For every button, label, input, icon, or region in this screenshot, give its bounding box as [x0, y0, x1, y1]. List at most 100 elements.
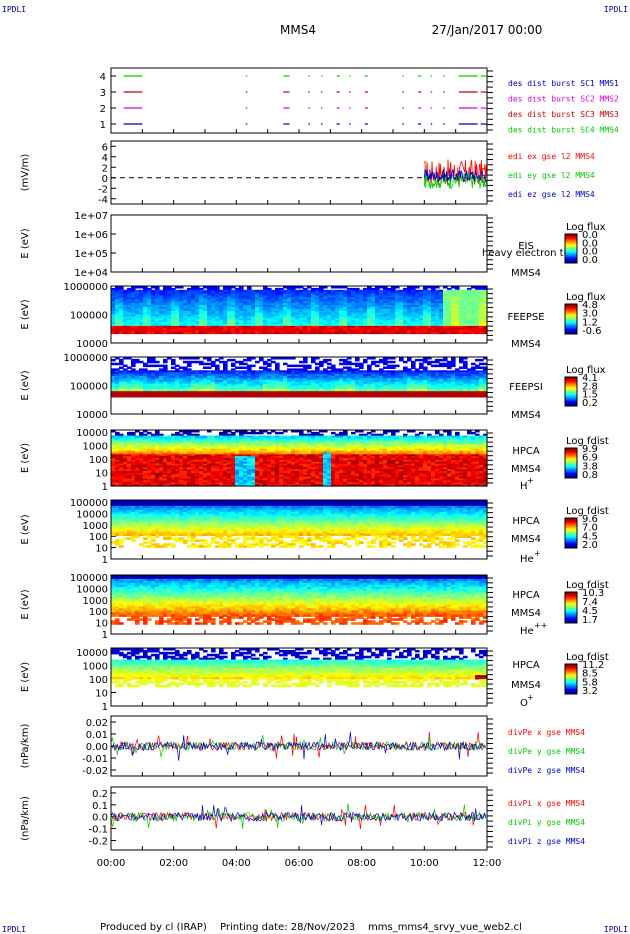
heatmap-cell	[431, 331, 436, 335]
heatmap-cell	[387, 377, 392, 381]
feepsi-tick-label: 100000	[70, 382, 108, 393]
heatmap-cell	[147, 472, 152, 476]
heatmap-cell	[191, 357, 196, 360]
heatmap-cell	[183, 316, 188, 319]
heatmap-cell	[447, 329, 452, 333]
feepsi-colorbar-cell	[565, 379, 577, 382]
heatmap-cell	[195, 308, 200, 312]
heatmap-cell	[211, 364, 216, 368]
heatmap-cell	[375, 299, 380, 302]
heatmap-cell	[303, 389, 308, 392]
heatmap-cell	[295, 374, 300, 377]
heatmap-cell	[327, 314, 332, 317]
heatmap-cell	[243, 389, 248, 392]
heatmap-cell	[283, 325, 288, 329]
edi-tick-label: 2	[102, 163, 108, 174]
heatmap-cell	[111, 393, 116, 396]
heatmap-cell	[463, 318, 468, 321]
heatmap-cell	[367, 286, 372, 289]
heatmap-cell	[163, 358, 168, 362]
heatmap-cell	[179, 379, 184, 383]
heatmap-cell	[175, 377, 180, 381]
heatmap-cell	[203, 310, 208, 314]
heatmap-cell	[355, 331, 360, 335]
heatmap-cell	[355, 324, 360, 327]
heatmap-cell	[479, 376, 484, 379]
heatmap-cell	[395, 308, 400, 312]
heatmap-cell	[279, 299, 284, 302]
heatmap-cell	[175, 314, 180, 317]
heatmap-cell	[175, 437, 180, 440]
heatmap-cell	[191, 376, 196, 379]
heatmap-cell	[451, 393, 456, 396]
heatmap-cell	[163, 443, 168, 446]
heatmap-cell	[303, 306, 308, 310]
heatmap-cell	[303, 308, 308, 312]
heatmap-cell	[439, 377, 444, 381]
heatmap-cell	[175, 372, 180, 375]
heatmap-cell	[339, 310, 344, 314]
heatmap-cell	[239, 395, 244, 398]
heatmap-cell	[223, 325, 228, 329]
heatmap-cell	[459, 381, 464, 385]
heatmap-cell	[399, 308, 404, 312]
heatmap-cell	[167, 372, 172, 375]
heatmap-cell	[439, 297, 444, 300]
heatmap-cell	[119, 385, 124, 388]
heatmap-cell	[199, 372, 204, 375]
feepse-colorbar-cell	[565, 327, 577, 330]
heatmap-cell	[319, 376, 324, 379]
heatmap-cell	[251, 297, 256, 300]
heatmap-cell	[447, 301, 452, 304]
heatmap-cell	[147, 454, 152, 457]
heatmap-cell	[351, 362, 356, 366]
heatmap-cell	[423, 286, 428, 289]
heatmap-cell	[163, 325, 168, 329]
heatmap-cell	[255, 310, 260, 314]
heatmap-cell	[151, 385, 156, 388]
heatmap-cell	[171, 393, 176, 396]
heatmap-cell	[167, 327, 172, 331]
heatmap-cell	[375, 301, 380, 304]
heatmap-cell	[359, 291, 364, 295]
heatmap-cell	[211, 310, 216, 314]
heatmap-cell	[155, 312, 160, 316]
heatmap-cell	[415, 329, 420, 333]
heatmap-cell	[407, 329, 412, 333]
heatmap-cell	[299, 320, 304, 323]
heatmap-cell	[435, 393, 440, 396]
heatmap-cell	[135, 456, 140, 459]
heatmap-cell	[151, 444, 156, 448]
heatmap-cell	[347, 381, 352, 385]
heatmap-cell	[167, 441, 172, 444]
heatmap-cell	[207, 306, 212, 310]
heatmap-cell	[367, 301, 372, 304]
heatmap-cell	[159, 383, 164, 387]
heatmap-cell	[207, 316, 212, 319]
heatmap-cell	[131, 370, 136, 373]
heatmap-cell	[419, 293, 424, 297]
heatmap-cell	[383, 324, 388, 327]
heatmap-cell	[151, 469, 156, 472]
heatmap-cell	[275, 357, 280, 360]
heatmap-cell	[451, 389, 456, 392]
heatmap-cell	[239, 379, 244, 383]
heatmap-cell	[127, 322, 132, 325]
heatmap-cell	[443, 297, 448, 300]
heatmap-cell	[415, 303, 420, 306]
heatmap-cell	[251, 305, 256, 308]
heatmap-cell	[295, 379, 300, 383]
heatmap-cell	[119, 374, 124, 377]
heatmap-cell	[135, 312, 140, 316]
heatmap-cell	[335, 314, 340, 317]
heatmap-cell	[463, 293, 468, 297]
heatmap-cell	[419, 299, 424, 302]
heatmap-cell	[427, 374, 432, 377]
heatmap-cell	[111, 444, 116, 448]
heatmap-cell	[207, 385, 212, 388]
heatmap-cell	[167, 310, 172, 314]
heatmap-cell	[127, 443, 132, 446]
heatmap-cell	[387, 301, 392, 304]
heatmap-cell	[431, 293, 436, 297]
